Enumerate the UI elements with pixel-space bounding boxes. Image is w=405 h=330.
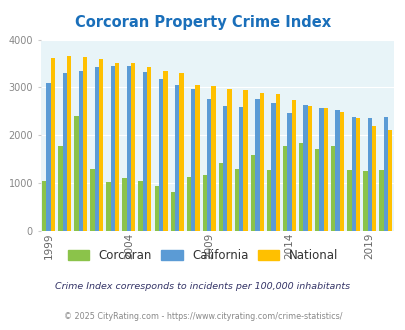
Bar	[387, 130, 391, 231]
Bar	[207, 99, 211, 231]
Text: © 2025 CityRating.com - https://www.cityrating.com/crime-statistics/: © 2025 CityRating.com - https://www.city…	[64, 312, 341, 321]
Bar	[330, 146, 335, 231]
Bar	[234, 169, 239, 231]
Bar	[202, 175, 207, 231]
Bar	[243, 90, 247, 231]
Bar	[339, 112, 343, 231]
Bar	[83, 57, 87, 231]
Text: Corcoran Property Crime Index: Corcoran Property Crime Index	[75, 15, 330, 30]
Bar	[58, 146, 62, 231]
Bar	[179, 73, 183, 231]
Bar	[62, 73, 67, 231]
Bar	[314, 149, 319, 231]
Bar	[158, 79, 163, 231]
Bar	[227, 89, 231, 231]
Bar	[122, 178, 126, 231]
Bar	[335, 111, 339, 231]
Bar	[131, 63, 135, 231]
Text: Crime Index corresponds to incidents per 100,000 inhabitants: Crime Index corresponds to incidents per…	[55, 282, 350, 291]
Bar	[74, 116, 79, 231]
Bar	[378, 170, 383, 231]
Bar	[106, 182, 111, 231]
Bar	[195, 84, 199, 231]
Bar	[222, 106, 227, 231]
Bar	[239, 107, 243, 231]
Bar	[175, 85, 179, 231]
Bar	[190, 89, 195, 231]
Bar	[351, 116, 355, 231]
Bar	[218, 163, 222, 231]
Bar	[355, 117, 359, 231]
Bar	[90, 169, 94, 231]
Bar	[143, 72, 147, 231]
Bar	[323, 108, 327, 231]
Bar	[186, 177, 190, 231]
Bar	[94, 67, 99, 231]
Bar	[154, 185, 158, 231]
Bar	[266, 170, 271, 231]
Bar	[298, 143, 303, 231]
Bar	[42, 181, 46, 231]
Bar	[275, 94, 279, 231]
Bar	[287, 113, 291, 231]
Bar	[259, 93, 263, 231]
Bar	[371, 126, 375, 231]
Bar	[211, 86, 215, 231]
Bar	[46, 83, 51, 231]
Bar	[362, 171, 367, 231]
Bar	[282, 146, 287, 231]
Bar	[250, 155, 255, 231]
Bar	[79, 71, 83, 231]
Bar	[99, 59, 103, 231]
Bar	[170, 192, 175, 231]
Bar	[67, 56, 71, 231]
Bar	[383, 116, 387, 231]
Bar	[319, 108, 323, 231]
Bar	[138, 181, 143, 231]
Bar	[163, 71, 167, 231]
Bar	[271, 103, 275, 231]
Bar	[303, 105, 307, 231]
Bar	[367, 117, 371, 231]
Bar	[255, 99, 259, 231]
Bar	[307, 106, 311, 231]
Bar	[291, 100, 295, 231]
Bar	[115, 63, 119, 231]
Bar	[147, 67, 151, 231]
Bar	[126, 66, 131, 231]
Bar	[111, 66, 115, 231]
Bar	[51, 58, 55, 231]
Legend: Corcoran, California, National: Corcoran, California, National	[64, 245, 341, 265]
Bar	[346, 170, 351, 231]
